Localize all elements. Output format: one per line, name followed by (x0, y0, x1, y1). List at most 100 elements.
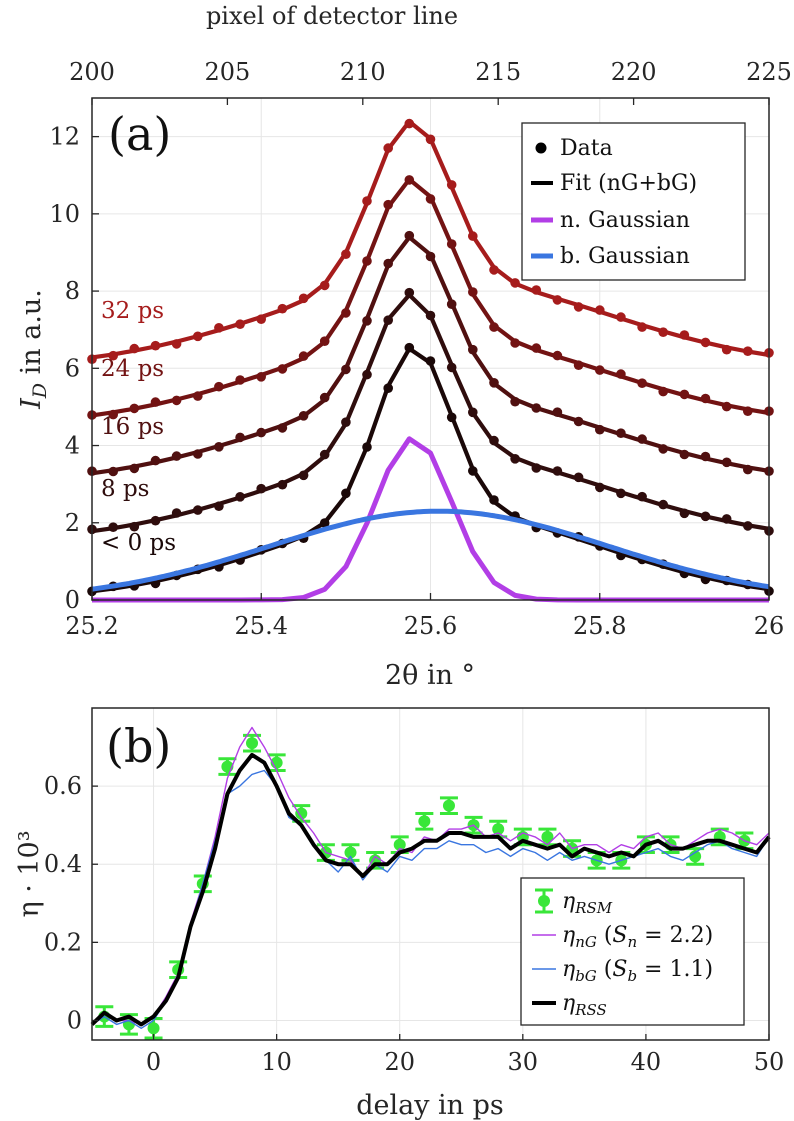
data-point-4 (171, 339, 182, 349)
data-point-4 (150, 340, 161, 351)
panel-a: 25.2 25.4 25.6 25.8 26 0 2 4 6 8 10 12 200 205 210 215 2… (16, 2, 792, 691)
panel-a-label: (a) (108, 107, 171, 161)
data-point-0 (383, 383, 394, 394)
data-point-3 (425, 194, 436, 204)
data-point-4 (108, 350, 118, 361)
panel-b-frame (91, 707, 770, 1041)
data-point-3 (489, 322, 499, 332)
data-point-3 (256, 372, 267, 382)
data-point-3 (404, 175, 415, 185)
a-top-tick-label: 220 (611, 58, 657, 86)
b-x-tick-label: 40 (631, 1048, 662, 1076)
data-point-1 (468, 407, 478, 418)
legend-b: ηRSM ηnG (Sn = 2.2) ηbG (Sb = 1.1) ηRSS (520, 877, 745, 1026)
data-point-3 (658, 386, 668, 397)
b-x-tick-label: 20 (384, 1048, 415, 1076)
data-point-1 (362, 369, 372, 380)
data-point-4 (679, 330, 690, 340)
a-top-tick-label: 225 (746, 58, 792, 86)
legend-b-box (520, 877, 745, 1026)
data-point-3 (552, 350, 563, 361)
a-x-tick-label: 25.4 (235, 612, 288, 640)
data-point-3 (235, 375, 245, 385)
data-point-3 (637, 378, 647, 389)
data-point-3 (531, 343, 542, 353)
data-point-2 (362, 316, 372, 326)
data-point-0 (446, 412, 457, 423)
rsm-point (341, 843, 360, 862)
data-point-0 (468, 466, 478, 476)
data-point-1 (510, 454, 520, 464)
data-point-1 (108, 522, 118, 532)
delay-label-2: 16 ps (101, 414, 164, 440)
a-y-tick-label: 8 (65, 277, 80, 305)
data-point-1 (171, 508, 182, 518)
data-point-0 (404, 342, 415, 353)
b-x-tick-label: 0 (146, 1048, 161, 1076)
data-point-1 (446, 362, 457, 373)
rsm-point (243, 733, 262, 753)
data-point-3 (721, 401, 732, 412)
y-label-a-sub: D (29, 383, 51, 399)
data-point-4 (700, 337, 711, 348)
data-point-4 (319, 280, 330, 291)
data-point-4 (235, 319, 245, 330)
data-point-2 (277, 423, 288, 433)
legend-b-rsm-marker (535, 888, 553, 914)
data-point-4 (468, 231, 478, 241)
data-point-2 (129, 463, 140, 474)
data-point-4 (446, 180, 457, 190)
data-point-3 (679, 389, 690, 400)
data-point-2 (595, 424, 605, 435)
data-point-4 (489, 265, 499, 275)
data-point-2 (256, 427, 267, 438)
data-point-4 (256, 314, 267, 325)
legend-a-narrow: n. Gaussian (560, 208, 690, 233)
data-point-2 (510, 396, 520, 407)
data-point-2 (108, 466, 118, 477)
data-point-2 (425, 251, 436, 262)
data-point-0 (319, 518, 330, 528)
data-point-2 (679, 449, 690, 460)
data-point-2 (235, 432, 245, 443)
data-point-2 (489, 378, 499, 388)
b-x-tick-label: 50 (754, 1048, 785, 1076)
data-point-2 (531, 403, 542, 413)
data-point-1 (552, 466, 563, 476)
data-point-3 (193, 391, 203, 401)
data-point-3 (171, 395, 182, 406)
data-point-0 (425, 356, 436, 366)
legend-a-box (521, 122, 746, 281)
data-point-2 (171, 451, 182, 461)
legend-a-fit: Fit (nG+bG) (560, 171, 697, 196)
data-point-1 (383, 315, 394, 326)
data-point-1 (129, 521, 140, 532)
data-point-2 (616, 428, 626, 439)
data-point-4 (362, 196, 372, 206)
a-top-tick-label: 215 (475, 58, 521, 86)
panel-a-curves (87, 118, 774, 603)
legend-a: Data Fit (nG+bG) n. Gaussian b. Gaussian (521, 122, 746, 281)
x-axis-label-a: 2θ in ° (385, 660, 475, 691)
data-point-1 (531, 463, 542, 473)
delay-label-3: 24 ps (101, 356, 164, 382)
y-label-a-main: I (16, 397, 47, 410)
b-y-tick-label: 0.6 (44, 772, 82, 800)
svg-text:ID in a.u.: ID in a.u. (16, 289, 51, 410)
data-point-4 (595, 305, 605, 315)
data-point-2 (298, 411, 309, 421)
a-x-tick-label: 25.8 (573, 612, 626, 640)
a-top-tick-label: 210 (340, 58, 386, 86)
a-y-tick-label: 2 (65, 509, 80, 537)
data-point-1 (595, 482, 605, 493)
data-point-4 (573, 302, 584, 312)
data-point-3 (150, 397, 161, 407)
panel-b-label: (b) (106, 719, 171, 773)
data-point-1 (150, 515, 161, 526)
data-point-4 (277, 303, 288, 314)
legend-b-ng: ηnG (Sn = 2.2) (562, 923, 713, 951)
legend-b-rss: ηRSS (562, 991, 607, 1019)
data-point-4 (658, 327, 668, 338)
data-point-1 (616, 488, 626, 499)
